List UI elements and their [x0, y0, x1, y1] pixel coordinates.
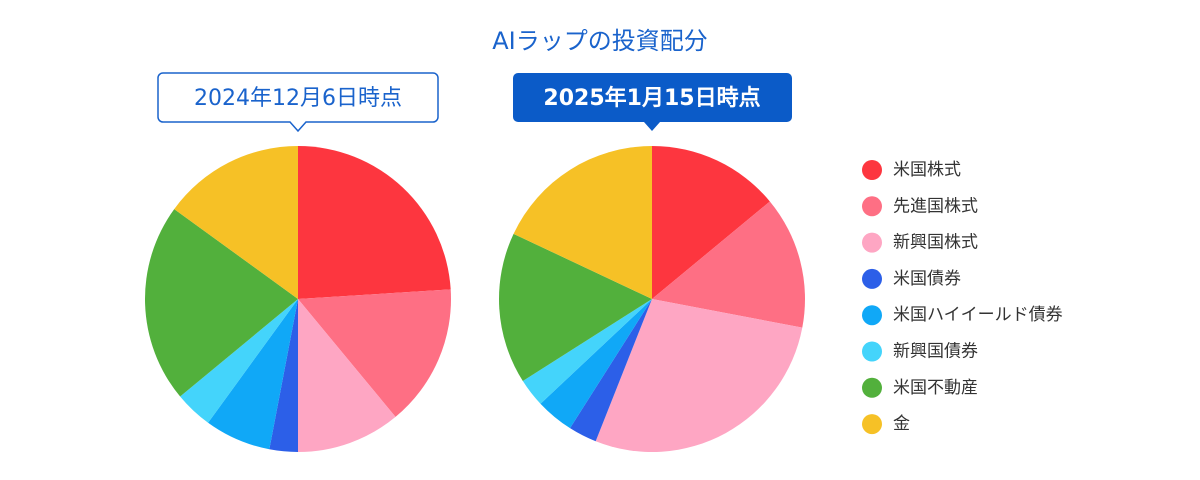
legend-swatch — [862, 305, 882, 326]
legend-swatch — [862, 377, 882, 398]
pie-slice — [208, 299, 298, 450]
pie-slice — [145, 209, 298, 397]
pie-slice — [298, 146, 451, 299]
pie-slice — [652, 146, 770, 299]
pie-slice — [595, 299, 803, 453]
legend-swatch — [862, 268, 882, 289]
callout — [157, 72, 439, 133]
pie-slice — [513, 146, 652, 299]
legend-label: 米国株式 — [893, 160, 961, 180]
pie-slice — [180, 299, 298, 423]
pie-title: 2024年12月6日時点 — [194, 86, 402, 111]
pie-slice — [522, 299, 652, 404]
callout — [513, 73, 792, 131]
legend-swatch — [862, 414, 882, 435]
legend-label: 新興国株式 — [893, 233, 978, 253]
pie-slice — [498, 233, 652, 381]
legend-label: 米国不動産 — [893, 378, 978, 398]
legend-label: 新興国債券 — [893, 342, 978, 362]
pie-title: 2025年1月15日時点 — [543, 85, 760, 111]
pie-slice — [570, 299, 652, 442]
legend-label: 米国債券 — [893, 269, 961, 289]
pie-slice — [298, 289, 451, 417]
legend-label: 先進国株式 — [893, 196, 978, 216]
pie-slice — [540, 299, 652, 429]
legend-swatch — [862, 196, 882, 217]
pie-slice — [652, 201, 805, 328]
label-box: 2024年12月6日時点 — [157, 72, 439, 133]
pie-slice — [174, 146, 298, 299]
label-box: 2025年1月15日時点 — [513, 73, 792, 131]
legend-swatch — [862, 341, 882, 362]
legend-swatch — [862, 160, 882, 180]
legend-label: 米国ハイイールド債券 — [893, 305, 1063, 325]
legend-label: 金 — [893, 414, 910, 434]
pie-slice — [269, 299, 298, 452]
legend-swatch — [862, 232, 882, 253]
pie-slice — [298, 299, 396, 452]
chart-title: AIラップの投資配分 — [492, 27, 708, 55]
